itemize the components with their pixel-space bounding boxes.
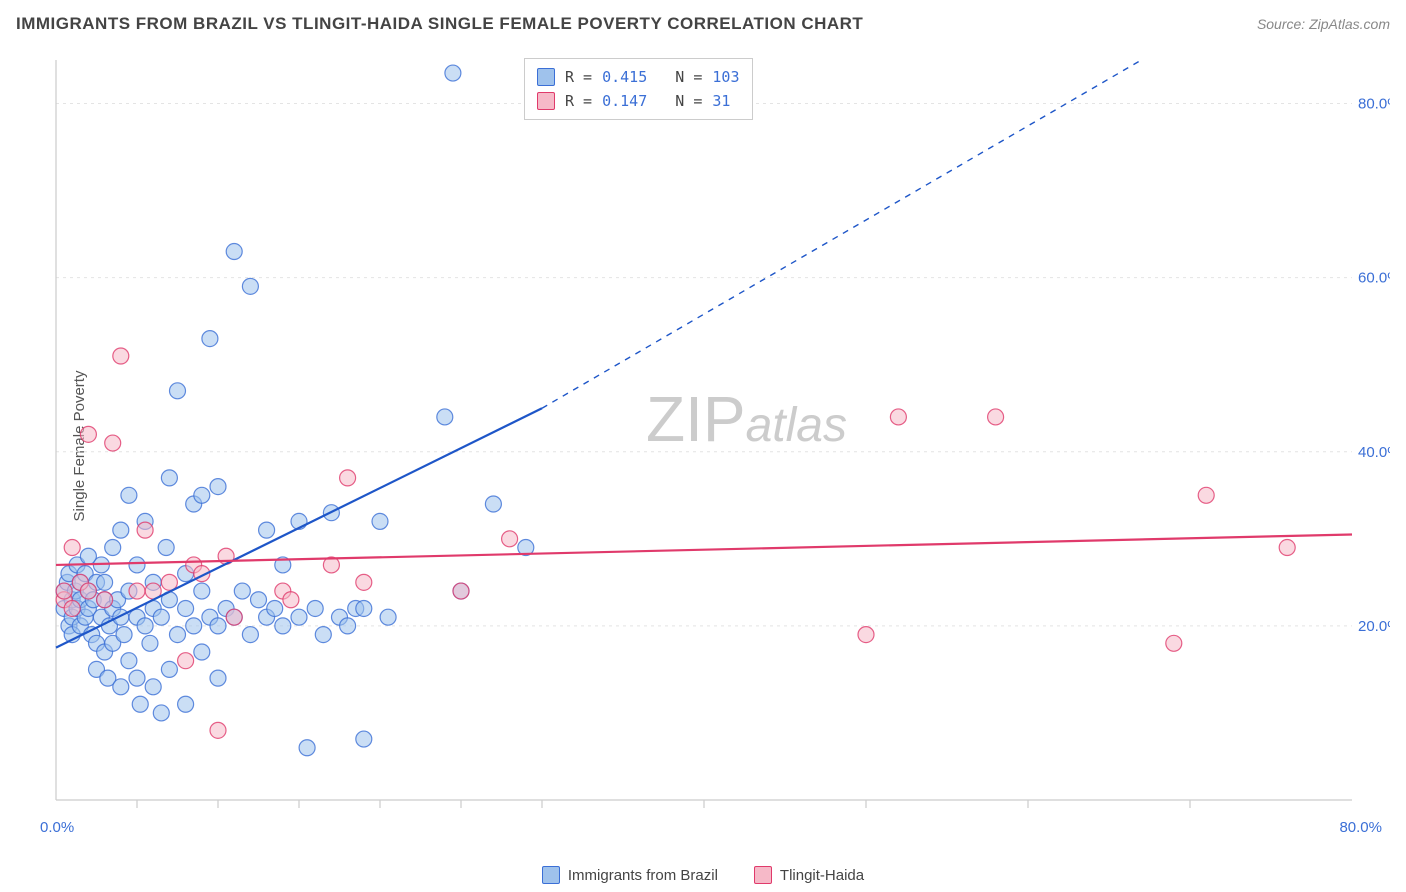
- svg-text:80.0%: 80.0%: [1358, 96, 1390, 113]
- stat-legend-row: R = 0.147 N = 31: [537, 89, 740, 113]
- stat-legend: R = 0.415 N = 103 R = 0.147 N = 31: [524, 58, 753, 120]
- stat-n-label: N =: [657, 65, 702, 89]
- legend-swatch-icon: [537, 68, 555, 86]
- legend-label: Tlingit-Haida: [780, 867, 864, 884]
- stat-r-label: R =: [565, 89, 592, 113]
- scatter-plot: 20.0% 40.0% 60.0% 80.0%: [46, 52, 1390, 840]
- source-label: Source: ZipAtlas.com: [1257, 16, 1390, 32]
- stat-legend-row: R = 0.415 N = 103: [537, 65, 740, 89]
- legend-swatch-icon: [542, 866, 560, 884]
- stat-n-value: 103: [712, 65, 739, 89]
- chart-header: IMMIGRANTS FROM BRAZIL VS TLINGIT-HAIDA …: [16, 14, 1390, 42]
- x-axis-min-label: 0.0%: [40, 819, 74, 836]
- legend-item-tlingit: Tlingit-Haida: [754, 866, 864, 884]
- legend-swatch-icon: [537, 92, 555, 110]
- x-axis-max-label: 80.0%: [1339, 819, 1382, 836]
- stat-r-value: 0.415: [602, 65, 647, 89]
- stat-n-label: N =: [657, 89, 702, 113]
- legend-swatch-icon: [754, 866, 772, 884]
- legend-item-brazil: Immigrants from Brazil: [542, 866, 718, 884]
- stat-r-label: R =: [565, 65, 592, 89]
- stat-r-value: 0.147: [602, 89, 647, 113]
- plot-area: 20.0%40.0%60.0%80.0% ZIPatlas R =0.415 N…: [46, 52, 1390, 840]
- svg-text:40.0%: 40.0%: [1358, 444, 1390, 461]
- stat-n-value: 31: [712, 89, 730, 113]
- svg-text:60.0%: 60.0%: [1358, 270, 1390, 287]
- svg-text:20.0%: 20.0%: [1358, 618, 1390, 635]
- chart-title: IMMIGRANTS FROM BRAZIL VS TLINGIT-HAIDA …: [16, 14, 863, 34]
- bottom-legend: Immigrants from Brazil Tlingit-Haida: [0, 866, 1406, 884]
- legend-label: Immigrants from Brazil: [568, 867, 718, 884]
